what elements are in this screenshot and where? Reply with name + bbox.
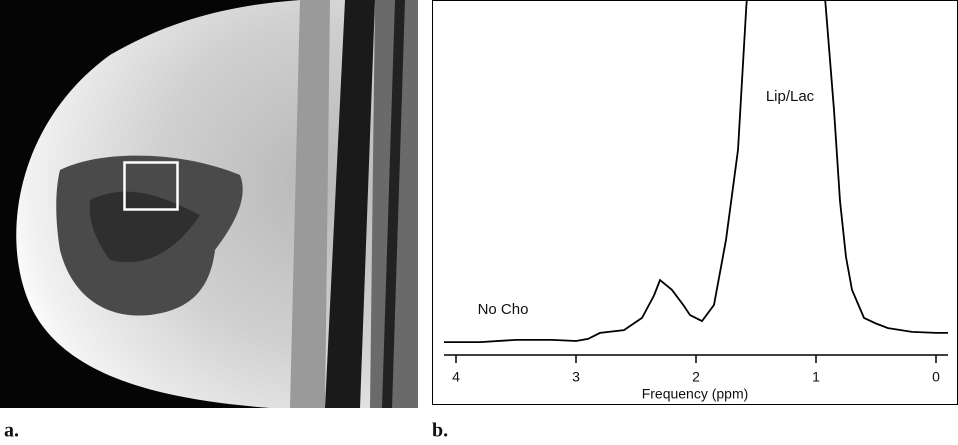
panel-label: a. bbox=[4, 420, 19, 442]
panel-label: b. bbox=[432, 420, 448, 442]
x-tick-label: 3 bbox=[572, 369, 580, 385]
figure: a. Frequency (ppm) b. 4 3 2 1 0 No Cho Lip/Lac bbox=[0, 0, 958, 445]
x-tick-label: 1 bbox=[812, 369, 820, 385]
mri-image bbox=[0, 0, 418, 408]
x-tick-label: 2 bbox=[692, 369, 700, 385]
annotation: No Cho bbox=[478, 301, 529, 318]
x-axis-label: Frequency (ppm) bbox=[642, 386, 749, 402]
x-tick-label: 4 bbox=[452, 369, 460, 385]
spectrum-line bbox=[444, 0, 948, 342]
annotation: Lip/Lac bbox=[766, 88, 815, 105]
x-tick-label: 0 bbox=[932, 369, 940, 385]
plot-frame bbox=[433, 1, 958, 405]
plot-area bbox=[444, 0, 948, 342]
